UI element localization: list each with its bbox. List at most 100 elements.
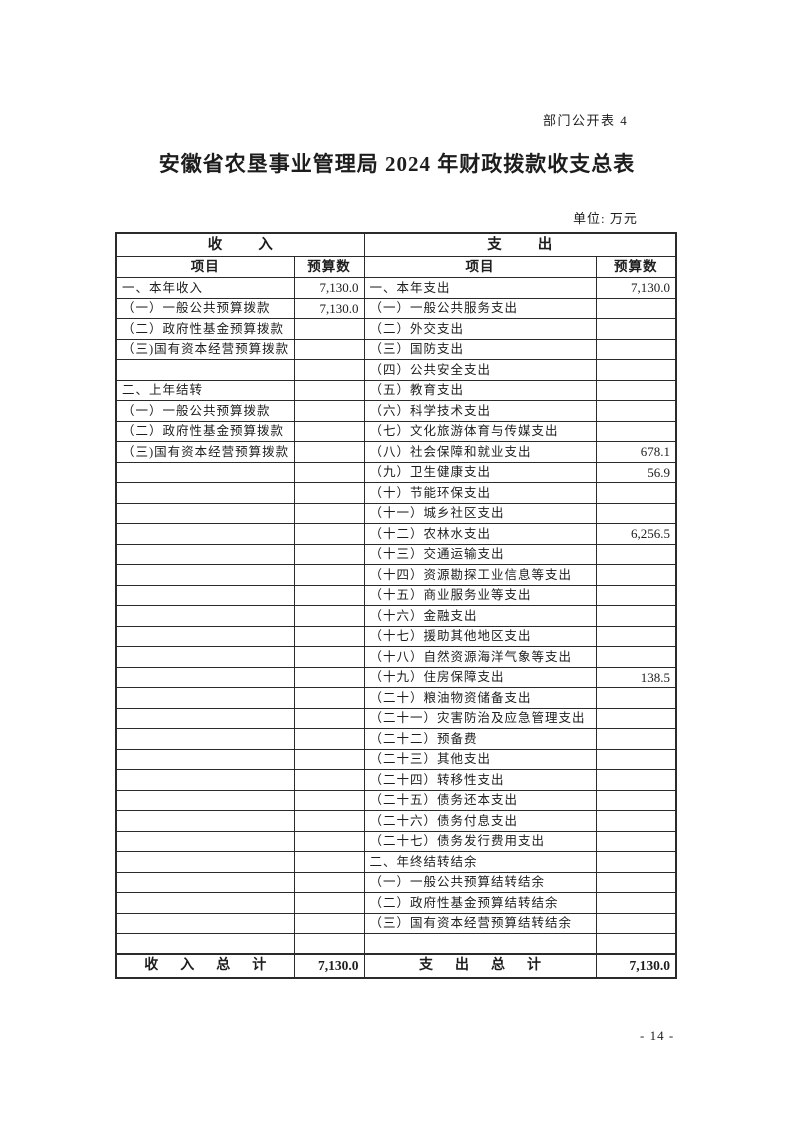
- table-row: （二十一）灾害防治及应急管理支出: [115, 707, 677, 729]
- expenditure-item-label: [363, 933, 597, 955]
- table-row: [115, 933, 677, 955]
- income-item-amount: [293, 482, 365, 504]
- expenditure-item-label: （十二）农林水支出: [363, 523, 597, 545]
- expenditure-item-label: （十）节能环保支出: [363, 482, 597, 504]
- expenditure-item-label: （七）文化旅游体育与传媒支出: [363, 420, 597, 442]
- income-item-label: （一）一般公共预算拨款: [115, 400, 295, 422]
- expenditure-item-amount: [595, 728, 677, 750]
- table-row: （十三）交通运输支出: [115, 543, 677, 565]
- table-row: （十七）援助其他地区支出: [115, 625, 677, 647]
- expenditure-total-amount: 7,130.0: [595, 953, 677, 979]
- income-item-column-header: 项目: [115, 256, 295, 278]
- table-row: （三)国有资本经营预算拨款 （三）国防支出: [115, 338, 677, 360]
- expenditure-item-label: （十七）援助其他地区支出: [363, 625, 597, 647]
- income-item-amount: [293, 400, 365, 422]
- income-item-label: [115, 687, 295, 709]
- income-total-label: 收入总计: [115, 953, 295, 979]
- income-item-label: （三)国有资本经营预算拨款: [115, 441, 295, 463]
- expenditure-item-amount: [595, 338, 677, 360]
- expenditure-item-amount: [595, 892, 677, 914]
- table-row: （二十五）债务还本支出: [115, 789, 677, 811]
- table-row: （一）一般公共预算拨款 7,130.0 （一）一般公共服务支出: [115, 297, 677, 319]
- income-item-amount: [293, 543, 365, 565]
- income-item-amount: [293, 728, 365, 750]
- income-item-amount: [293, 933, 365, 955]
- income-item-label: [115, 359, 295, 381]
- table-row: （十九）住房保障支出 138.5: [115, 666, 677, 688]
- table-row: （一）一般公共预算拨款 （六）科学技术支出: [115, 400, 677, 422]
- income-item-label: [115, 605, 295, 627]
- expenditure-item-label: （三）国防支出: [363, 338, 597, 360]
- table-row: （九）卫生健康支出 56.9: [115, 461, 677, 483]
- income-item-amount: 7,130.0: [293, 297, 365, 319]
- expenditure-budget-column-header: 预算数: [595, 256, 677, 278]
- income-item-label: [115, 810, 295, 832]
- income-item-label: （三)国有资本经营预算拨款: [115, 338, 295, 360]
- income-item-label: [115, 769, 295, 791]
- expenditure-item-amount: [595, 400, 677, 422]
- table-row: （二十六）债务付息支出: [115, 810, 677, 832]
- income-budget-column-header: 预算数: [293, 256, 365, 278]
- income-item-label: [115, 789, 295, 811]
- income-item-label: [115, 584, 295, 606]
- income-item-amount: [293, 687, 365, 709]
- expenditure-item-amount: 56.9: [595, 461, 677, 483]
- expenditure-item-label: （二十五）债务还本支出: [363, 789, 597, 811]
- table-row: （十四）资源勘探工业信息等支出: [115, 564, 677, 586]
- income-item-amount: [293, 461, 365, 483]
- expenditure-item-label: （一）一般公共服务支出: [363, 297, 597, 319]
- income-item-label: [115, 564, 295, 586]
- income-item-amount: [293, 769, 365, 791]
- expenditure-item-label: （二十二）预备费: [363, 728, 597, 750]
- income-item-label: [115, 543, 295, 565]
- income-item-amount: [293, 871, 365, 893]
- expenditure-item-amount: [595, 707, 677, 729]
- expenditure-item-label: （二）外交支出: [363, 318, 597, 340]
- income-item-amount: [293, 584, 365, 606]
- expenditure-item-amount: [595, 605, 677, 627]
- expenditure-item-label: （二十四）转移性支出: [363, 769, 597, 791]
- expenditure-item-label: 二、年终结转结余: [363, 851, 597, 873]
- expenditure-item-label: （十一）城乡社区支出: [363, 502, 597, 524]
- column-header-row: 项目 预算数 项目 预算数: [115, 256, 677, 278]
- expenditure-item-amount: [595, 543, 677, 565]
- income-item-amount: [293, 666, 365, 688]
- income-item-amount: 7,130.0: [293, 277, 365, 299]
- table-row: （十一）城乡社区支出: [115, 502, 677, 524]
- table-row: （十八）自然资源海洋气象等支出: [115, 646, 677, 668]
- budget-table: 收入 支出 项目 预算数 项目 预算数 一、本年收入 7,130.0 一、本年支…: [115, 232, 677, 979]
- table-row: （四）公共安全支出: [115, 359, 677, 381]
- expenditure-item-label: （十五）商业服务业等支出: [363, 584, 597, 606]
- expenditure-item-label: （二十七）债务发行费用支出: [363, 830, 597, 852]
- expenditure-item-amount: [595, 933, 677, 955]
- expenditure-item-amount: [595, 482, 677, 504]
- income-item-label: （二）政府性基金预算拨款: [115, 318, 295, 340]
- income-item-label: [115, 482, 295, 504]
- table-row: （十五）商业服务业等支出: [115, 584, 677, 606]
- income-item-label: [115, 871, 295, 893]
- expenditure-item-amount: [595, 297, 677, 319]
- expenditure-item-label: （五）教育支出: [363, 379, 597, 401]
- expenditure-item-amount: [595, 359, 677, 381]
- expenditure-item-label: （八）社会保障和就业支出: [363, 441, 597, 463]
- expenditure-item-label: （二十六）债务付息支出: [363, 810, 597, 832]
- income-item-label: [115, 666, 295, 688]
- expenditure-item-label: （二十三）其他支出: [363, 748, 597, 770]
- income-item-amount: [293, 564, 365, 586]
- expenditure-item-label: （二十）粮油物资储备支出: [363, 687, 597, 709]
- income-item-amount: [293, 318, 365, 340]
- expenditure-item-amount: [595, 420, 677, 442]
- income-item-amount: [293, 441, 365, 463]
- income-item-amount: [293, 810, 365, 832]
- expenditure-item-amount: [595, 810, 677, 832]
- expenditure-item-amount: [595, 584, 677, 606]
- expenditure-item-amount: [595, 912, 677, 934]
- page-title: 安徽省农垦事业管理局 2024 年财政拨款收支总表: [158, 152, 636, 176]
- total-row: 收入总计 7,130.0 支出总计 7,130.0: [115, 953, 677, 979]
- income-item-label: （一）一般公共预算拨款: [115, 297, 295, 319]
- expenditure-item-amount: [595, 646, 677, 668]
- expenditure-item-amount: [595, 564, 677, 586]
- table-row: （二十二）预备费: [115, 728, 677, 750]
- table-row: 一、本年收入 7,130.0 一、本年支出 7,130.0: [115, 277, 677, 299]
- expenditure-item-amount: [595, 789, 677, 811]
